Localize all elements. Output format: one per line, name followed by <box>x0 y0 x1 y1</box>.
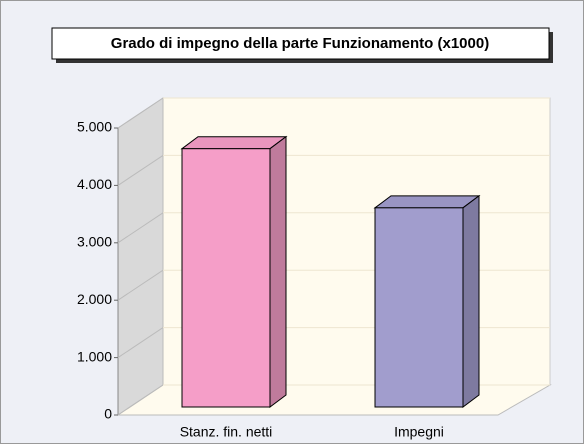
y-tick-label: 3.000 <box>77 234 112 250</box>
grid-line-wall <box>117 97 164 129</box>
y-tick-label: 5.000 <box>77 119 112 135</box>
grid-line-wall <box>117 212 164 244</box>
grid-line-wall <box>117 269 164 301</box>
left-wall <box>117 97 164 416</box>
bar-side <box>269 135 287 408</box>
y-tick-label: 2.000 <box>77 291 112 307</box>
bar <box>181 148 271 408</box>
bar <box>374 207 464 408</box>
grid-line-wall <box>117 154 164 186</box>
bar-top <box>373 195 481 209</box>
y-tick-label: 0 <box>104 406 112 422</box>
chart-title: Grado di impegno della parte Funzionamen… <box>111 35 489 52</box>
grid-line-wall <box>117 384 164 416</box>
y-tick-label: 1.000 <box>77 348 112 364</box>
grid-line-wall <box>117 327 164 359</box>
x-tick-label: Stanz. fin. netti <box>180 424 273 440</box>
bar-side <box>462 194 480 408</box>
title-box <box>51 27 550 60</box>
y-tick-label: 4.000 <box>77 176 112 192</box>
x-tick-label: Impegni <box>394 424 444 440</box>
bar-top <box>180 136 288 150</box>
